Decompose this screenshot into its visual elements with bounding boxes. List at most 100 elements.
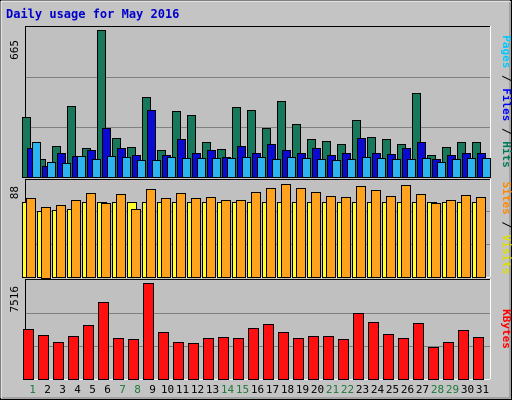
legend-text: Sites bbox=[500, 182, 512, 215]
day-label-26: 26 bbox=[401, 383, 414, 396]
bar-sites-day-18 bbox=[281, 184, 291, 278]
bar-kbytes-day-25 bbox=[383, 334, 394, 380]
bar-kbytes-day-4 bbox=[68, 336, 79, 380]
bar-files-day-6 bbox=[102, 128, 111, 178]
day-label-14: 14 bbox=[221, 383, 235, 396]
bar-hits-day-16 bbox=[247, 110, 256, 178]
panel-bot: 7516 KBytes bbox=[8, 279, 512, 380]
bar-sites-day-9 bbox=[146, 189, 156, 278]
bar-pages-day-10 bbox=[167, 157, 176, 178]
bar-sites-day-17 bbox=[266, 188, 276, 278]
day-label-27: 27 bbox=[416, 383, 429, 396]
day-label-6: 6 bbox=[104, 383, 111, 396]
bar-pages-day-28 bbox=[437, 162, 446, 178]
bar-pages-day-12 bbox=[197, 158, 206, 178]
day-label-18: 18 bbox=[281, 383, 294, 396]
day-label-3: 3 bbox=[59, 383, 66, 396]
bar-sites-day-19 bbox=[296, 188, 306, 278]
bar-pages-day-19 bbox=[302, 158, 311, 178]
day-label-30: 30 bbox=[461, 383, 474, 396]
bar-pages-day-15 bbox=[242, 157, 251, 178]
bar-kbytes-day-30 bbox=[458, 330, 469, 380]
bar-pages-day-25 bbox=[392, 159, 401, 178]
day-label-9: 9 bbox=[149, 383, 156, 396]
bar-pages-day-21 bbox=[332, 160, 341, 178]
bar-kbytes-day-5 bbox=[83, 325, 94, 380]
bar-files-day-9 bbox=[147, 110, 156, 178]
bar-sites-day-5 bbox=[86, 193, 96, 278]
bar-kbytes-day-26 bbox=[398, 338, 409, 380]
legend-top: Pages / Files / Hits bbox=[500, 35, 512, 168]
day-label-31: 31 bbox=[476, 383, 489, 396]
day-label-23: 23 bbox=[356, 383, 369, 396]
chart-panels: 665 Pages / Files / Hits 88 Sites / Visits 7… bbox=[8, 26, 512, 380]
bar-pages-day-13 bbox=[212, 158, 221, 178]
bar-pages-day-29 bbox=[452, 159, 461, 178]
bar-sites-day-6 bbox=[101, 203, 111, 278]
bar-pages-day-11 bbox=[182, 158, 191, 178]
bar-sites-day-12 bbox=[191, 198, 201, 278]
bar-sites-day-26 bbox=[401, 185, 411, 278]
bar-kbytes-day-28 bbox=[428, 347, 439, 380]
bar-sites-day-23 bbox=[356, 186, 366, 278]
bar-pages-day-9 bbox=[152, 160, 161, 178]
day-label-29: 29 bbox=[446, 383, 459, 396]
bar-sites-day-3 bbox=[56, 205, 66, 278]
day-label-8: 8 bbox=[134, 383, 141, 396]
bar-pages-day-8 bbox=[137, 160, 146, 178]
bar-pages-day-22 bbox=[347, 159, 356, 178]
bar-pages-day-24 bbox=[377, 158, 386, 178]
bar-sites-day-14 bbox=[221, 200, 231, 278]
bar-pages-day-20 bbox=[317, 159, 326, 178]
axis-max-label: 7516 bbox=[8, 286, 21, 313]
bar-pages-day-31 bbox=[482, 158, 491, 178]
day-axis: 1 2 3 4 5 6 7 8 9 10 11 12 13 14 15 16 17 18 19 20 21 22 23 24 2… bbox=[29, 383, 489, 396]
bar-kbytes-day-19 bbox=[293, 338, 304, 380]
bar-sites-day-20 bbox=[311, 192, 321, 278]
legend-text: Visits bbox=[500, 235, 512, 275]
day-label-12: 12 bbox=[191, 383, 204, 396]
legend-text: Pages bbox=[500, 35, 512, 68]
axis-max-label: 88 bbox=[8, 186, 21, 199]
day-label-13: 13 bbox=[206, 383, 219, 396]
bar-kbytes-day-27 bbox=[413, 323, 424, 380]
bar-kbytes-day-2 bbox=[38, 335, 49, 380]
bar-kbytes-day-21 bbox=[323, 336, 334, 380]
bar-kbytes-day-13 bbox=[203, 338, 214, 380]
bar-kbytes-day-1 bbox=[23, 329, 34, 380]
day-label-10: 10 bbox=[161, 383, 174, 396]
bar-pages-day-17 bbox=[272, 159, 281, 178]
day-label-5: 5 bbox=[89, 383, 96, 396]
day-label-19: 19 bbox=[296, 383, 309, 396]
bar-kbytes-day-31 bbox=[473, 337, 484, 380]
panel-mid: 88 Sites / Visits bbox=[8, 179, 512, 279]
bar-pages-day-26 bbox=[407, 159, 416, 178]
bar-sites-day-16 bbox=[251, 192, 261, 278]
legend-bot: KBytes bbox=[500, 309, 512, 349]
bar-kbytes-day-10 bbox=[158, 332, 169, 380]
bar-pages-day-7 bbox=[122, 157, 131, 178]
day-label-4: 4 bbox=[74, 383, 81, 396]
bar-hits-day-15 bbox=[232, 107, 241, 178]
bar-sites-day-24 bbox=[371, 190, 381, 278]
bar-hits-day-1 bbox=[22, 117, 31, 178]
bar-pages-day-1 bbox=[32, 142, 41, 178]
day-label-20: 20 bbox=[311, 383, 324, 396]
legend-text: / bbox=[500, 68, 512, 88]
day-label-16: 16 bbox=[251, 383, 264, 396]
bar-pages-day-6 bbox=[107, 156, 116, 178]
bar-kbytes-day-11 bbox=[173, 342, 184, 380]
day-label-2: 2 bbox=[44, 383, 51, 396]
bar-sites-day-4 bbox=[71, 200, 81, 278]
bar-kbytes-day-14 bbox=[218, 337, 229, 380]
day-label-1: 1 bbox=[29, 383, 36, 396]
bar-pages-day-4 bbox=[77, 156, 86, 178]
bar-sites-day-28 bbox=[431, 203, 441, 278]
bar-sites-day-10 bbox=[161, 198, 171, 278]
bar-kbytes-day-20 bbox=[308, 336, 319, 380]
day-label-25: 25 bbox=[386, 383, 399, 396]
bar-kbytes-day-16 bbox=[248, 328, 259, 380]
bar-sites-day-2 bbox=[41, 207, 51, 279]
legend-text: / bbox=[500, 121, 512, 141]
bar-kbytes-day-29 bbox=[443, 342, 454, 380]
